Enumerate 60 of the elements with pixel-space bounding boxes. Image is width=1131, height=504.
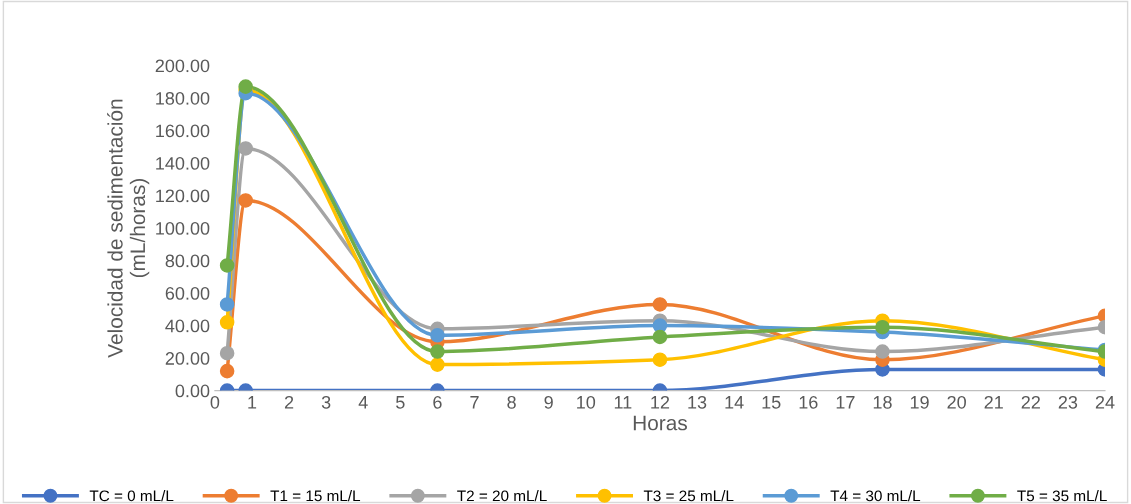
x-tick-label: 16 [799,395,818,409]
legend-label: T2 = 20 mL/L [457,490,547,502]
x-tick-label: 7 [470,396,479,409]
x-tick-label: 19 [910,395,929,409]
x-tick-label: 18 [873,395,892,409]
y-tick-label: 60.00 [165,287,210,300]
x-tick-label: 13 [688,395,707,409]
point [430,357,445,372]
legend-label: T5 = 35 mL/L [1017,490,1107,502]
x-tick-label: 14 [725,396,744,409]
x-tick-label: 6 [433,395,442,409]
point [875,344,890,359]
y-tick-label: 140.00 [156,156,210,170]
y-axis-title: Velocidad de sedimentación (mL/horas) [107,99,150,358]
y-tick-label: 80.00 [165,254,210,268]
point [219,363,235,379]
x-tick-label: 17 [836,396,855,409]
y-tick-label: 160.00 [156,124,210,138]
x-tick-label: 23 [1058,395,1078,409]
y-tick-label: 180.00 [156,91,210,105]
x-tick-label: 0 [210,395,220,409]
x-tick-label: 4 [358,396,368,409]
point [238,193,253,208]
point [430,328,445,343]
point [238,79,253,94]
point [219,345,235,361]
x-tick-label: 11 [614,396,632,409]
legend-label: TC = 0 mL/L [89,490,174,502]
x-tick-label: 2 [284,395,294,409]
point [219,297,235,312]
x-tick-label: 22 [1021,395,1040,409]
x-axis-title: Horas [633,415,687,431]
y-tick-label: 40.00 [165,319,210,333]
x-tick-label: 15 [762,396,781,409]
legend-label: T3 = 25 mL/L [643,490,734,502]
x-tick-label: 12 [651,395,670,409]
x-tick-label: 8 [507,395,516,409]
point [430,344,445,359]
x-tick-label: 10 [577,395,596,409]
x-tick-label: 9 [544,395,553,409]
x-tick-label: 5 [396,396,405,409]
point [219,258,235,273]
y-tick-label: 0.00 [175,384,210,398]
y-tick-label: 120.00 [156,189,210,203]
legend-label: T1 = 15 mL/L [270,490,361,502]
x-tick-label: 1 [248,396,257,409]
x-tick-label: 3 [321,395,331,409]
point [238,141,253,156]
point [652,329,668,345]
y-tick-label: 20.00 [165,352,210,365]
point [652,297,668,312]
x-tick-label: 20 [947,395,966,409]
x-tick-label: 24 [1095,395,1115,409]
y-tick-label: 100.00 [156,221,210,235]
point [219,315,235,330]
x-tick-label: 21 [984,395,1003,409]
point [875,319,890,335]
point [652,352,668,368]
y-tick-label: 200.00 [155,59,210,73]
legend-label: T4 = 30 mL/L [830,490,921,502]
